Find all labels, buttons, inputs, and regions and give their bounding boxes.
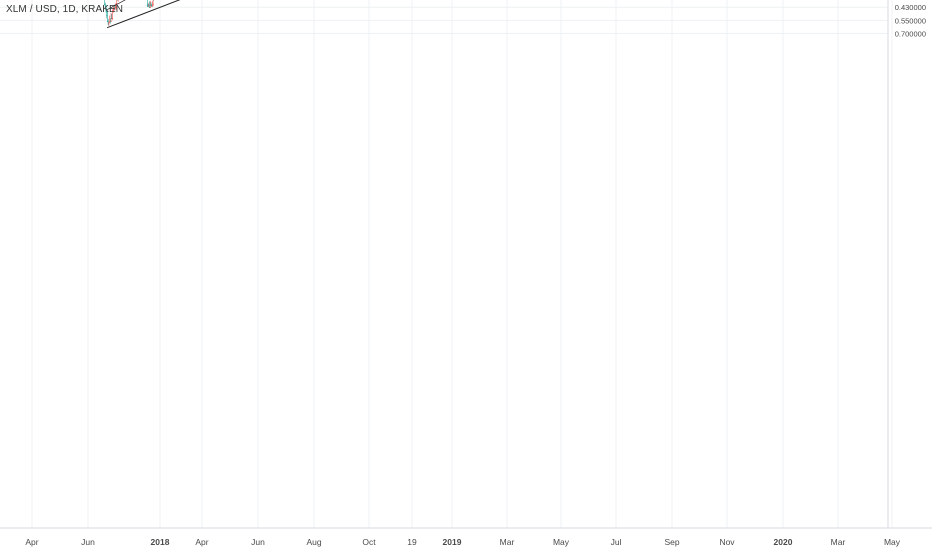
symbol-title: XLM / USD, 1D, KRAKEN [6,4,124,15]
candle-body [148,5,150,7]
trend-line [106,0,181,29]
candle-body [151,5,153,7]
candle-body [116,3,118,4]
candle-body [105,10,107,12]
x-tick-label: Mar [500,537,515,547]
candle-body [108,22,110,24]
x-tick-label: May [553,537,570,547]
candle-body [110,21,112,22]
candle-body [152,4,154,6]
x-tick-label: Apr [25,537,38,547]
candle-body [111,18,113,19]
x-tick-label: 2018 [151,537,170,547]
candle-body [112,11,114,13]
x-tick-label: Aug [306,537,321,547]
x-tick-label: 2019 [443,537,462,547]
x-tick-label: Nov [719,537,735,547]
x-tick-label: May [884,537,901,547]
candle-body [109,21,111,22]
candle-body [147,5,149,7]
candle-body [113,9,115,10]
candle-body [150,4,152,6]
x-tick-label: 19 [407,537,417,547]
x-tick-label: 2020 [774,537,793,547]
y-tick-label: 0.700000 [895,29,926,38]
candle-body [114,7,116,9]
candle-body [106,14,108,16]
grid [0,0,893,528]
y-tick-label: 0.550000 [895,16,926,25]
candle-body [109,21,111,23]
x-axis: Apr Jun 2018 Apr Jun Aug Oct 19 2019 Mar May Jul Sep… [0,527,932,547]
candle-body [104,3,106,5]
candle-body [148,6,151,8]
candle-body [146,4,149,6]
x-tick-label: Sep [664,537,679,547]
x-tick-label: Apr [195,537,208,547]
x-tick-label: Oct [362,537,376,547]
y-tick-label: 0.430000 [895,3,926,12]
candle-body [104,5,106,7]
trend-line [106,0,126,10]
x-tick-label: Jul [611,537,622,547]
candle-body [106,21,109,22]
candle-body [107,22,109,24]
trend-drawings [106,0,181,29]
candle-body [115,7,117,9]
candle-body [111,18,114,19]
x-tick-label: Mar [831,537,846,547]
x-tick-label: Jun [81,537,95,547]
y-axis: 0.700000 0.550000 0.430000 [887,0,926,528]
x-tick-label: Jun [251,537,265,547]
candle-body [151,5,154,7]
candle-body [114,7,116,9]
candle-body [149,6,151,8]
